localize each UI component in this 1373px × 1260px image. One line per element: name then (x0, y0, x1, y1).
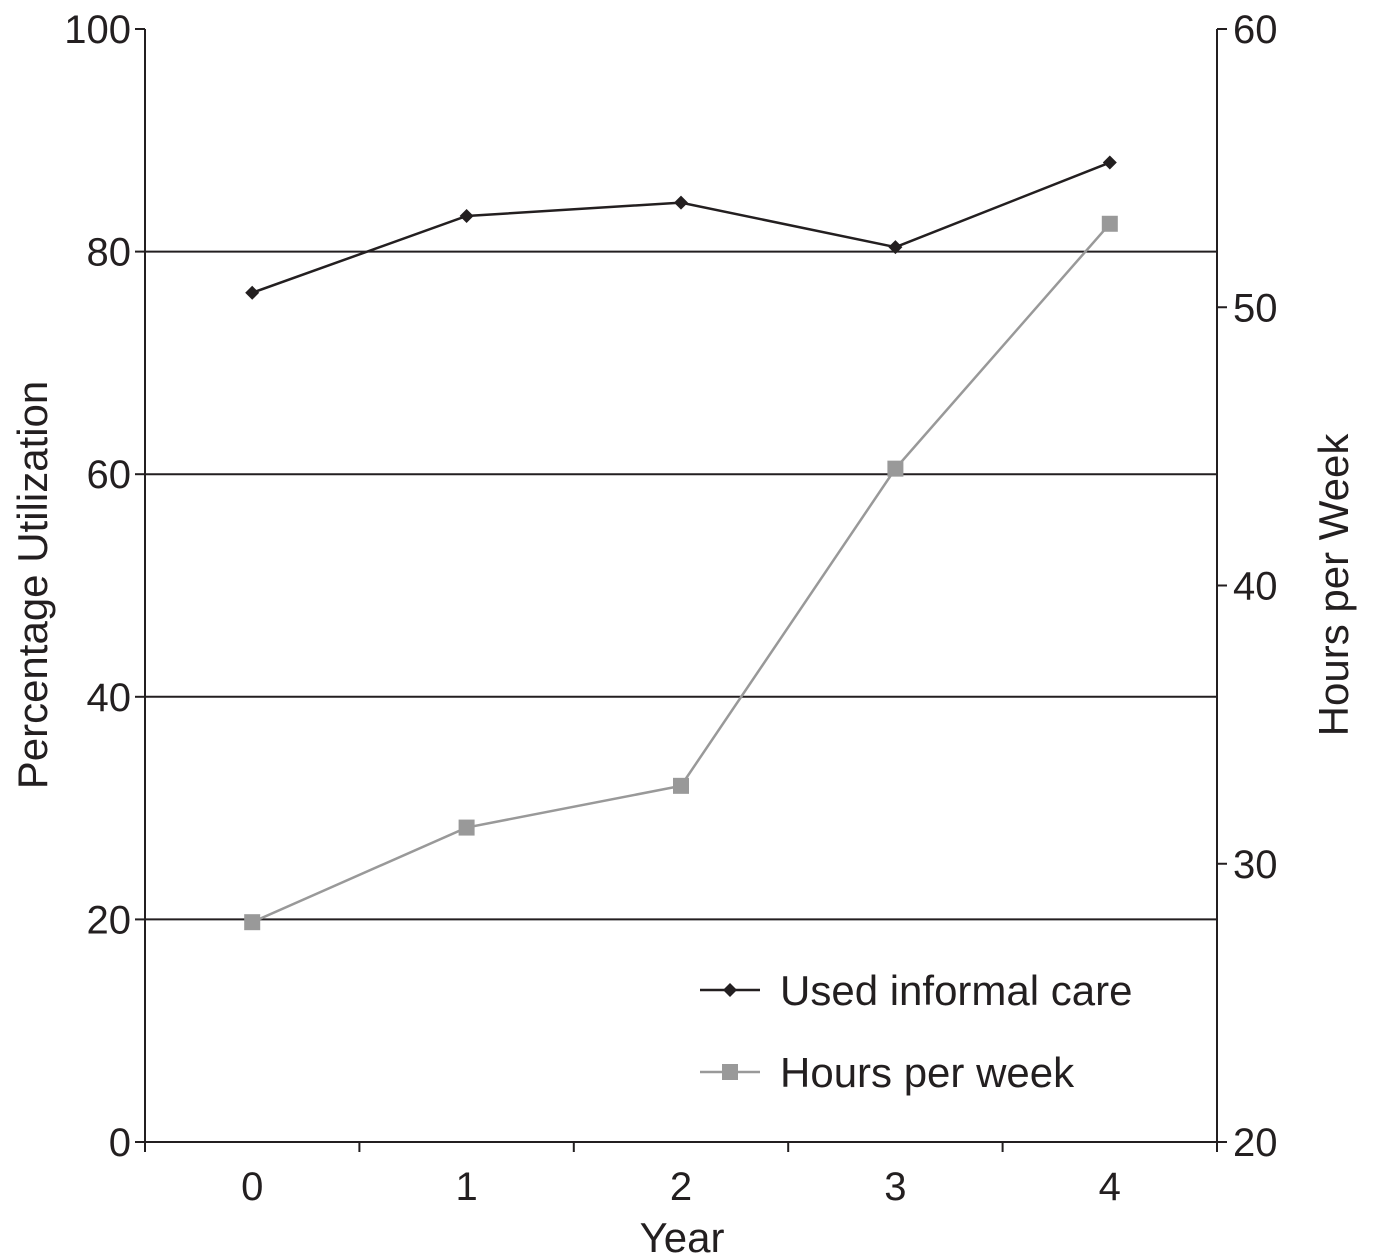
left-tick-label: 60 (87, 453, 132, 497)
series-hours-per-week (244, 215, 1118, 931)
diamond-marker (888, 240, 903, 255)
series-line (251, 161, 1111, 294)
left-tick-label: 100 (64, 8, 131, 52)
x-axis-title: Year (640, 1214, 725, 1260)
diamond-marker (1102, 155, 1117, 170)
right-tick-label: 40 (1233, 565, 1278, 609)
right-y-axis-title: Hours per Week (1310, 433, 1357, 737)
diamond-marker (723, 983, 737, 997)
square-marker (887, 460, 904, 477)
left-y-axis-title: Percentage Utilization (9, 381, 56, 790)
right-tick-label: 20 (1233, 1121, 1278, 1165)
left-tick-label: 0 (109, 1121, 131, 1165)
left-tick-label: 40 (87, 676, 132, 720)
x-tick-label: 3 (884, 1165, 906, 1209)
x-tick-label: 2 (670, 1165, 692, 1209)
gridlines (145, 250, 1217, 921)
square-marker (244, 914, 261, 931)
square-marker (673, 777, 689, 794)
diamond-marker (674, 195, 688, 210)
legend-entry: Used informal care (700, 967, 1132, 1014)
legend: Used informal care Hours per week (700, 967, 1132, 1096)
x-tick-label: 0 (241, 1165, 263, 1209)
legend-label: Hours per week (780, 1049, 1075, 1096)
left-tick-label: 20 (87, 898, 132, 942)
square-marker (1101, 215, 1118, 232)
diamond-marker (245, 285, 260, 300)
right-tick-label: 50 (1233, 286, 1278, 330)
square-marker (458, 819, 475, 836)
series-line (251, 222, 1111, 924)
series (244, 155, 1118, 931)
axes (135, 28, 1227, 1152)
square-marker (722, 1064, 738, 1080)
x-tick-label: 4 (1099, 1165, 1121, 1209)
tick-labels: 0 20 40 60 80 100 20 30 40 50 60 0 1 2 3 4 (64, 8, 1277, 1209)
x-tick-label: 1 (455, 1165, 477, 1209)
right-tick-label: 60 (1233, 8, 1278, 52)
legend-label: Used informal care (780, 967, 1132, 1014)
legend-entry: Hours per week (700, 1049, 1075, 1096)
left-tick-label: 80 (87, 231, 132, 275)
series-used-informal-care (245, 155, 1117, 300)
right-tick-label: 30 (1233, 843, 1278, 887)
diamond-marker (459, 208, 474, 223)
